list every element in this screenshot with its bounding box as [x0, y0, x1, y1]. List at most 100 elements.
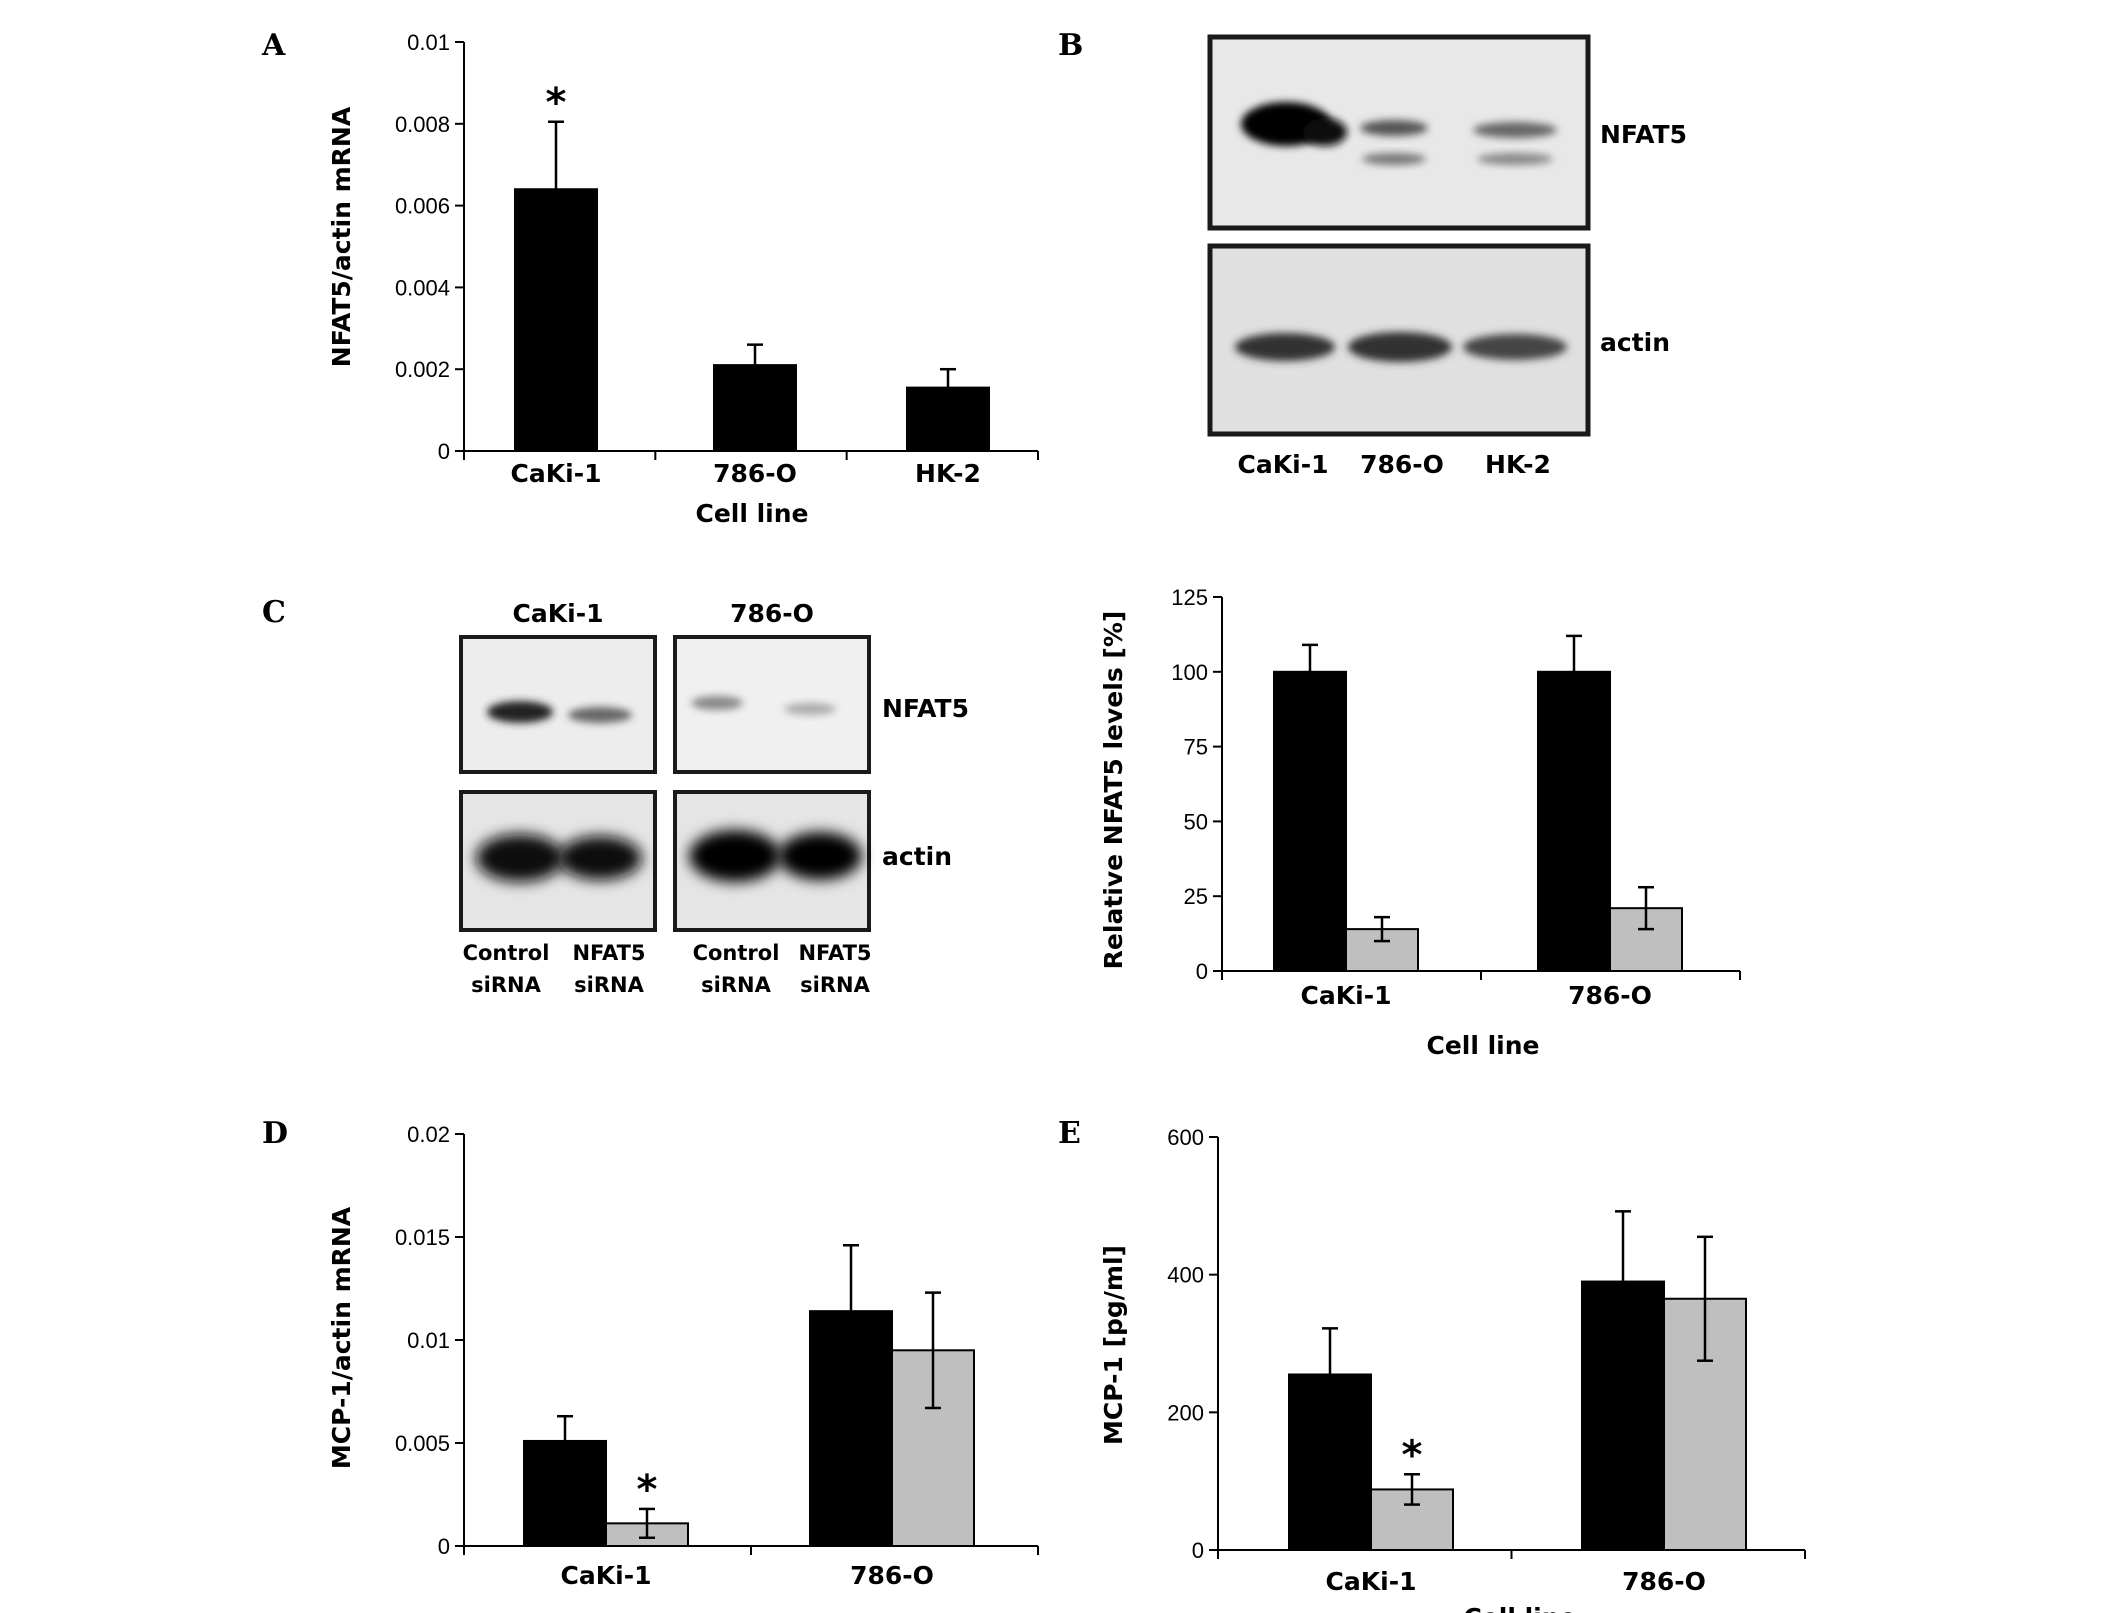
blot-c-label-nfat5: NFAT5 [882, 694, 969, 723]
significance-star: * [546, 80, 567, 126]
y-axis-title: MCP-1/actin mRNA [327, 1206, 356, 1469]
blot-c-lane1-bottom: siRNA [471, 973, 541, 997]
blot-c-label-actin: actin [882, 842, 952, 871]
category-label: 786-O [850, 1561, 934, 1590]
panel-letter-e: E [1058, 1116, 1081, 1151]
band [689, 830, 781, 882]
panel-letter-d: D [262, 1116, 288, 1151]
band [778, 832, 862, 880]
blot-c-lane1-top: Control [463, 941, 550, 965]
band [1473, 122, 1557, 138]
band [1303, 118, 1347, 146]
bar [1581, 1280, 1665, 1552]
category-label: 786-O [1568, 981, 1652, 1010]
panel-letter-a: A [261, 28, 286, 63]
bar [1273, 670, 1347, 972]
blot-b-label-actin: actin [1600, 328, 1670, 357]
bar [1609, 907, 1683, 973]
category-label: CaKi-1 [1326, 1567, 1417, 1596]
y-axis-title: MCP-1 [pg/ml] [1099, 1245, 1128, 1445]
blot-c-lane2-top: NFAT5 [572, 941, 645, 965]
y-tick-label: 0 [1196, 959, 1208, 984]
band [1235, 333, 1335, 361]
band [558, 836, 642, 880]
category-label: 786-O [1622, 1567, 1706, 1596]
blot-c-actin-bands [476, 830, 862, 882]
blot-c-caki1-nfat5-membrane [459, 635, 657, 774]
band [784, 703, 836, 715]
band [1360, 120, 1428, 136]
y-tick-label: 0.002 [395, 357, 450, 382]
bar [713, 364, 797, 452]
blot-c-group-caki1: CaKi-1 [513, 599, 604, 628]
bar [906, 386, 990, 453]
blot-b: NFAT5 actin CaKi-1 786-O HK-2 [1207, 34, 1687, 479]
y-tick-label: 50 [1184, 809, 1208, 834]
bar [523, 1439, 607, 1547]
chart-c-right: 0 25 50 75 100 125 CaKi-1 786-O Cell line Relativ… [1099, 585, 1741, 1060]
blot-c-group-786o: 786-O [730, 599, 814, 628]
band [1348, 332, 1452, 362]
y-axis-title: Relative NFAT5 levels [%] [1099, 611, 1128, 970]
y-tick-label: 0.015 [395, 1225, 450, 1250]
y-tick-label: 0.01 [407, 1328, 450, 1353]
y-tick-label: 0.006 [395, 194, 450, 219]
blot-b-actin-bands [1235, 332, 1567, 362]
y-tick-label: 0.005 [395, 1431, 450, 1456]
x-axis-title: Cell line [1426, 1031, 1539, 1060]
category-label: 786-O [713, 459, 797, 488]
bar [514, 188, 598, 453]
y-tick-label: 0.01 [407, 30, 450, 55]
blot-c: CaKi-1 786-O NFAT5 actin Control NFAT5 C… [459, 599, 969, 997]
y-tick-label: 0.02 [407, 1122, 450, 1147]
blot-b-label-nfat5: NFAT5 [1600, 120, 1687, 149]
category-label: CaKi-1 [511, 459, 602, 488]
blot-c-lane2-bottom: siRNA [574, 973, 644, 997]
panel-letter-b: B [1058, 28, 1083, 63]
panel-letter-c: C [262, 595, 286, 630]
category-label: CaKi-1 [561, 1561, 652, 1590]
y-tick-label: 0.004 [395, 275, 450, 300]
y-tick-label: 600 [1167, 1125, 1204, 1150]
chart-d: 0 0.005 0.01 0.015 0.02 * CaKi-1 786-O MCP-1/act… [327, 1122, 1039, 1590]
x-axis-title: Cell line [695, 499, 808, 528]
y-tick-label: 125 [1171, 585, 1208, 610]
significance-star: * [1402, 1432, 1423, 1478]
x-axis-title: Cell line [1463, 1603, 1576, 1613]
bar [1288, 1373, 1372, 1551]
y-tick-label: 25 [1184, 884, 1208, 909]
band [691, 696, 743, 710]
significance-star: * [637, 1467, 658, 1513]
blot-c-lane4-top: NFAT5 [798, 941, 871, 965]
blot-c-nfat5-bands [487, 696, 836, 723]
y-tick-label: 75 [1184, 735, 1208, 760]
blot-b-nfat5-bands [1241, 102, 1557, 165]
blot-b-lane-caki1: CaKi-1 [1238, 450, 1329, 479]
y-tick-label: 100 [1171, 660, 1208, 685]
y-tick-label: 0 [1192, 1538, 1204, 1563]
y-tick-label: 0 [438, 439, 450, 464]
y-axis-title: NFAT5/actin mRNA [327, 106, 356, 367]
band [476, 834, 564, 882]
chart-e: 0 200 400 600 * CaKi-1 786-O Cell line MCP-1 [pg… [1099, 1125, 1806, 1613]
blot-c-lane3-top: Control [693, 941, 780, 965]
category-label: HK-2 [915, 459, 981, 488]
y-tick-label: 0 [438, 1534, 450, 1559]
band [487, 701, 553, 723]
chart-a: 0 0.002 0.004 0.006 0.008 0.01 * CaKi-1 786-O HK-… [327, 30, 1039, 528]
bar [1537, 670, 1611, 972]
blot-b-lane-hk2: HK-2 [1485, 450, 1551, 479]
band [1362, 153, 1426, 165]
y-tick-label: 0.008 [395, 112, 450, 137]
band [1463, 334, 1567, 360]
band [1477, 153, 1553, 165]
blot-c-lane4-bottom: siRNA [800, 973, 870, 997]
bar [809, 1310, 893, 1548]
y-tick-label: 200 [1167, 1400, 1204, 1425]
blot-b-lane-786o: 786-O [1360, 450, 1444, 479]
blot-c-lane3-bottom: siRNA [701, 973, 771, 997]
band [568, 707, 632, 723]
category-label: CaKi-1 [1301, 981, 1392, 1010]
y-tick-label: 400 [1167, 1263, 1204, 1288]
